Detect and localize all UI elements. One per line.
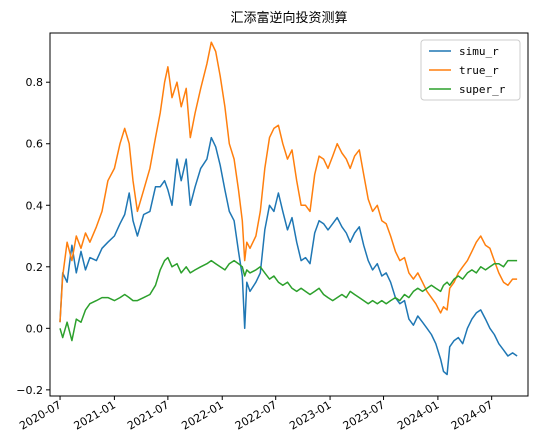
legend-label-true_r: true_r: [459, 64, 499, 77]
x-tick-label: 2021-01: [72, 398, 118, 432]
legend-label-super_r: super_r: [459, 83, 506, 96]
y-tick-label: 0.4: [26, 199, 44, 212]
x-tick-label: 2021-07: [125, 398, 171, 432]
plot-frame: [49, 32, 529, 397]
y-tick-label: 0.8: [26, 76, 44, 89]
series-line-super_r: [59, 256, 518, 342]
plot-lines: [59, 41, 518, 376]
y-tick-label: 0.6: [26, 138, 44, 151]
legend: simu_r true_r super_r: [420, 39, 521, 101]
series-line-simu_r: [59, 136, 518, 376]
y-axis: −0.2 0.0 0.2 0.4 0.6 0.8: [16, 76, 50, 397]
x-tick-label: 2023-07: [341, 398, 387, 432]
x-axis: 2020-07 2021-01 2021-07 2022-01 2022-07 2023-…: [17, 396, 495, 433]
y-tick-label: 0.0: [26, 322, 44, 335]
x-tick-label: 2024-07: [449, 398, 495, 432]
series-line-true_r: [59, 41, 518, 323]
y-tick-label: −0.2: [16, 384, 43, 397]
x-tick-label: 2023-01: [287, 398, 333, 432]
x-tick-label: 2020-07: [17, 398, 63, 432]
legend-box: [420, 39, 521, 101]
legend-label-simu_r: simu_r: [459, 45, 499, 58]
x-tick-label: 2022-01: [179, 398, 225, 432]
chart-title: 汇添富逆向投资测算: [230, 10, 347, 26]
x-tick-label: 2024-01: [395, 398, 441, 432]
x-tick-label: 2022-07: [233, 398, 279, 432]
y-tick-label: 0.2: [26, 261, 44, 274]
